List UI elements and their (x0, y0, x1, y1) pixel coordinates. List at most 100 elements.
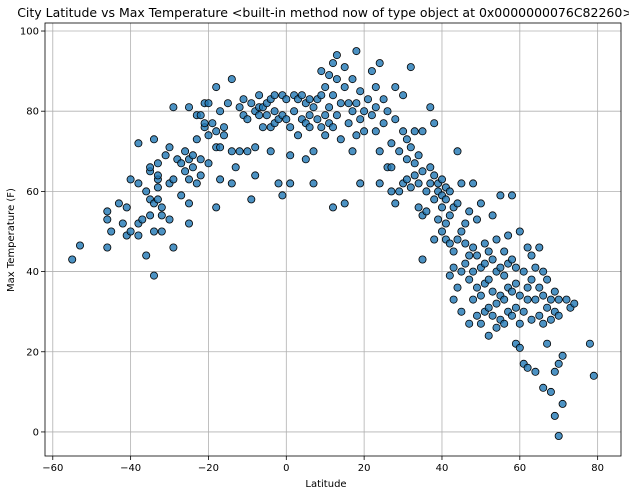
data-point (496, 263, 505, 272)
data-point (543, 303, 552, 312)
data-point (418, 127, 427, 136)
data-point (223, 99, 232, 108)
data-point (492, 323, 501, 332)
data-point (558, 399, 567, 408)
data-point (204, 131, 213, 140)
data-point (387, 139, 396, 148)
data-point (344, 119, 353, 128)
data-point (543, 339, 552, 348)
data-point (184, 219, 193, 228)
data-point (585, 339, 594, 348)
data-point (465, 319, 474, 328)
data-point (328, 91, 337, 100)
data-point (146, 211, 155, 220)
data-point (371, 127, 380, 136)
data-point (146, 163, 155, 172)
x-tick-label: −40 (120, 463, 141, 474)
data-point (297, 91, 306, 100)
data-point (68, 255, 77, 264)
data-point (550, 367, 559, 376)
data-point (321, 111, 330, 120)
data-point (484, 303, 493, 312)
data-point (177, 191, 186, 200)
data-point (274, 179, 283, 188)
data-point (461, 239, 470, 248)
data-point (472, 215, 481, 224)
x-tick-label: 40 (436, 463, 449, 474)
data-point (103, 243, 112, 252)
data-point (227, 147, 236, 156)
data-point (418, 167, 427, 176)
chart-title: City Latitude vs Max Temperature <built-… (17, 5, 629, 20)
data-point (484, 247, 493, 256)
data-point (348, 147, 357, 156)
data-point (126, 227, 135, 236)
data-point (243, 147, 252, 156)
data-point (445, 187, 454, 196)
data-point (216, 175, 225, 184)
data-point (134, 139, 143, 148)
data-point (535, 243, 544, 252)
data-point (539, 383, 548, 392)
data-point (437, 227, 446, 236)
data-point (313, 115, 322, 124)
y-axis-label: Max Temperature (F) (6, 188, 17, 292)
data-point (328, 123, 337, 132)
data-point (356, 179, 365, 188)
data-point (461, 259, 470, 268)
data-point (465, 251, 474, 260)
data-point (469, 179, 478, 188)
data-point (352, 47, 361, 56)
x-tick-label: −60 (42, 463, 63, 474)
data-point (204, 99, 213, 108)
data-point (76, 241, 85, 250)
data-point (107, 227, 116, 236)
data-point (457, 227, 466, 236)
data-point (325, 103, 334, 112)
data-point (515, 343, 524, 352)
data-point (266, 147, 275, 156)
data-point (235, 103, 244, 112)
data-point (469, 243, 478, 252)
data-point (184, 199, 193, 208)
data-point (278, 191, 287, 200)
data-point (153, 195, 162, 204)
data-point (445, 239, 454, 248)
data-point (196, 171, 205, 180)
data-point (184, 175, 193, 184)
data-point (344, 99, 353, 108)
data-point (476, 319, 485, 328)
data-point (399, 127, 408, 136)
data-point (472, 283, 481, 292)
data-point (469, 267, 478, 276)
data-point (500, 271, 509, 280)
data-point (531, 295, 540, 304)
data-point (332, 75, 341, 84)
data-point (430, 119, 439, 128)
data-point (149, 135, 158, 144)
data-point (227, 75, 236, 84)
data-point (492, 235, 501, 244)
data-point (511, 279, 520, 288)
data-point (402, 155, 411, 164)
data-point (212, 83, 221, 92)
data-point (184, 103, 193, 112)
data-point (165, 143, 174, 152)
data-point (216, 107, 225, 116)
data-point (208, 119, 217, 128)
data-point (134, 231, 143, 240)
data-point (457, 179, 466, 188)
data-point (445, 271, 454, 280)
data-point (157, 227, 166, 236)
data-point (391, 199, 400, 208)
y-tick-label: 80 (26, 107, 39, 118)
data-point (550, 287, 559, 296)
data-point (395, 187, 404, 196)
data-point (480, 259, 489, 268)
data-point (332, 51, 341, 60)
data-point (375, 179, 384, 188)
data-point (500, 319, 509, 328)
data-point (360, 127, 369, 136)
data-point (430, 171, 439, 180)
data-point (262, 111, 271, 120)
